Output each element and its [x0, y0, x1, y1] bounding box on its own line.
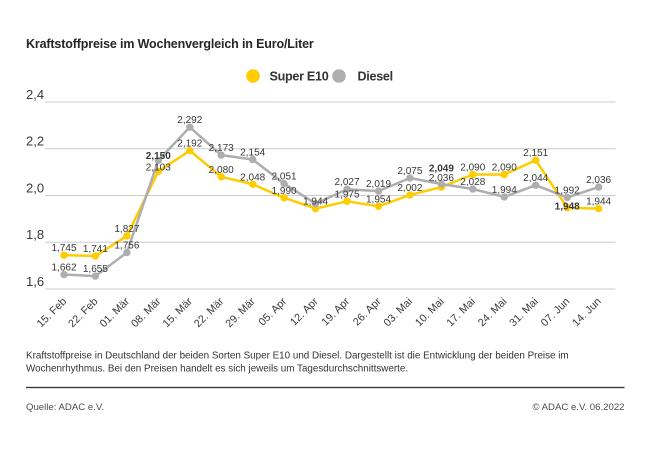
svg-text:2,0: 2,0	[26, 180, 44, 195]
svg-text:2,075: 2,075	[397, 166, 422, 177]
svg-text:1,944: 1,944	[303, 197, 328, 208]
svg-text:1,8: 1,8	[26, 227, 44, 242]
svg-text:2,036: 2,036	[429, 173, 454, 184]
svg-text:2,103: 2,103	[146, 162, 171, 173]
svg-text:2,2: 2,2	[26, 134, 44, 149]
svg-text:2,019: 2,019	[366, 179, 391, 190]
svg-text:Quelle: ADAC e.V.: Quelle: ADAC e.V.	[26, 402, 104, 413]
svg-text:1,827: 1,827	[114, 224, 139, 235]
svg-text:1,662: 1,662	[51, 263, 76, 274]
svg-text:1,944: 1,944	[586, 197, 611, 208]
svg-text:2,292: 2,292	[177, 115, 202, 126]
svg-text:2,051: 2,051	[272, 172, 297, 183]
svg-text:1,6: 1,6	[26, 274, 44, 289]
svg-text:1,990: 1,990	[272, 186, 297, 197]
svg-text:1,994: 1,994	[492, 185, 517, 196]
svg-text:Kraftstoffpreise in Deutschlan: Kraftstoffpreise in Deutschland der beid…	[26, 351, 569, 362]
svg-text:Wochenrhythmus. Bei den Preise: Wochenrhythmus. Bei den Preisen handelt …	[26, 364, 408, 375]
svg-text:1,992: 1,992	[555, 185, 580, 196]
svg-text:Diesel: Diesel	[358, 70, 393, 84]
svg-text:2,154: 2,154	[240, 148, 265, 159]
svg-text:1,741: 1,741	[83, 244, 108, 255]
svg-text:2,4: 2,4	[26, 87, 44, 102]
svg-text:2,002: 2,002	[397, 183, 422, 194]
svg-text:2,044: 2,044	[523, 173, 548, 184]
svg-text:1,745: 1,745	[51, 243, 76, 254]
svg-text:2,048: 2,048	[240, 172, 265, 183]
svg-text:2,090: 2,090	[460, 163, 485, 174]
svg-text:Super E10: Super E10	[270, 70, 329, 84]
svg-text:2,036: 2,036	[586, 175, 611, 186]
svg-text:Kraftstoffpreise im Wochenverg: Kraftstoffpreise im Wochenvergleich in E…	[26, 37, 314, 51]
svg-text:1,948: 1,948	[555, 202, 580, 213]
svg-text:2,150: 2,150	[146, 151, 171, 162]
svg-text:1,975: 1,975	[334, 189, 359, 200]
svg-text:1,756: 1,756	[114, 241, 139, 252]
svg-text:1,655: 1,655	[83, 264, 108, 275]
svg-text:2,027: 2,027	[334, 177, 359, 188]
svg-text:2,173: 2,173	[209, 143, 234, 154]
svg-text:2,049: 2,049	[429, 164, 454, 175]
svg-text:2,090: 2,090	[492, 163, 517, 174]
svg-text:2,151: 2,151	[523, 148, 548, 159]
svg-text:2,028: 2,028	[460, 177, 485, 188]
svg-text:© ADAC e.V. 06.2022: © ADAC e.V. 06.2022	[532, 402, 624, 413]
svg-text:2,192: 2,192	[177, 139, 202, 150]
svg-text:2,080: 2,080	[209, 165, 234, 176]
svg-text:1,954: 1,954	[366, 194, 391, 205]
